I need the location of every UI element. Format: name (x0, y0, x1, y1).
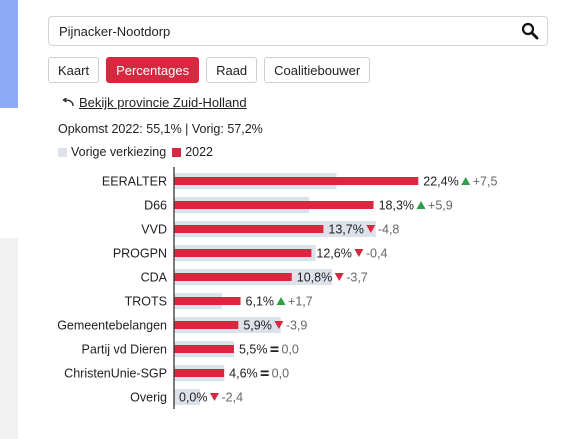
value-label: 4,6% (229, 367, 258, 381)
turnout-text: Opkomst 2022: 55,1% | Vorig: 57,2% (58, 122, 263, 136)
view-tabs: Kaart Percentages Raad Coalitiebouwer (48, 57, 377, 83)
value-label: 6,1% (246, 295, 275, 309)
change-down-icon (366, 225, 376, 233)
change-label: -4,8 (378, 223, 400, 237)
category-label: Partij vd Dieren (82, 343, 167, 357)
tab-percentages[interactable]: Percentages (106, 57, 200, 83)
bar-current (174, 369, 225, 377)
category-label: D66 (144, 199, 167, 213)
change-label: -2,4 (222, 391, 244, 405)
value-label: 5,5% (239, 343, 268, 357)
province-link-label[interactable]: Bekijk provincie Zuid-Holland (79, 95, 247, 110)
bar-current (174, 201, 374, 209)
tab-raad[interactable]: Raad (206, 57, 258, 83)
value-label: 13,7% (328, 223, 363, 237)
change-label: +7,5 (473, 175, 498, 189)
value-label: 5,9% (243, 319, 271, 333)
change-up-icon (461, 177, 471, 185)
change-down-icon (334, 273, 344, 281)
equal-icon-top (270, 346, 279, 349)
value-label: 10,8% (297, 271, 332, 285)
legend-swatch-previous (58, 147, 67, 157)
tab-coalitiebouwer[interactable]: Coalitiebouwer (264, 57, 371, 83)
search-input[interactable] (49, 18, 519, 44)
province-link[interactable]: Bekijk provincie Zuid-Holland (62, 95, 247, 110)
legend-item-current: 2022 (172, 145, 213, 159)
side-accent-panel (0, 0, 18, 108)
change-down-icon (354, 249, 364, 257)
bar-current (174, 273, 292, 281)
legend-item-previous: Vorige verkiezing (58, 145, 166, 159)
bar-current (174, 249, 312, 257)
category-label: Overig (130, 391, 167, 405)
tab-kaart[interactable]: Kaart (48, 57, 100, 83)
turnout-current: Opkomst 2022: 55,1% (58, 122, 182, 136)
turnout-previous: Vorig: 57,2% (191, 122, 263, 136)
bar-current (174, 345, 234, 353)
category-label: TROTS (125, 295, 167, 309)
category-label: EERALTER (102, 175, 167, 189)
bar-current (174, 177, 419, 185)
results-bar-chart: EERALTER 22,4% +7,5 D66 18,3% +5,9 VVD 13,7% -4,… (57, 167, 498, 409)
change-up-icon (276, 297, 286, 305)
change-label: 0,0 (272, 367, 289, 381)
search-box (48, 16, 548, 46)
change-down-icon (274, 321, 284, 329)
turnout-separator: | (181, 122, 192, 136)
category-label: Gemeentebelangen (57, 319, 167, 333)
value-label: 12,6% (316, 247, 351, 261)
bar-current (174, 321, 239, 329)
value-label: 0,0% (179, 391, 208, 405)
equal-icon-bottom (260, 374, 269, 376)
value-label: 22,4% (423, 175, 458, 189)
return-arrow-icon (62, 97, 74, 108)
search-icon[interactable] (519, 20, 541, 42)
chart-legend: Vorige verkiezing 2022 (58, 145, 219, 159)
change-up-icon (416, 201, 426, 209)
legend-label-current: 2022 (185, 145, 214, 159)
legend-label-previous: Vorige verkiezing (71, 145, 167, 159)
equal-icon-bottom (270, 350, 279, 352)
legend-swatch-current (172, 147, 182, 157)
category-label: PROGPN (113, 247, 167, 261)
bar-current (174, 225, 324, 233)
change-label: -3,9 (286, 319, 308, 333)
change-label: -0,4 (366, 247, 388, 261)
category-label: CDA (141, 271, 168, 285)
equal-icon-top (260, 370, 269, 373)
change-label: +5,9 (428, 199, 453, 213)
bar-previous (174, 389, 201, 405)
change-label: 0,0 (281, 343, 298, 357)
category-label: ChristenUnie-SGP (64, 367, 167, 381)
side-gray-panel (0, 238, 18, 439)
change-label: +1,7 (288, 295, 313, 309)
category-label: VVD (141, 223, 167, 237)
value-label: 18,3% (379, 199, 414, 213)
bar-current (174, 297, 241, 305)
change-label: -3,7 (346, 271, 368, 285)
change-down-icon (210, 393, 219, 401)
